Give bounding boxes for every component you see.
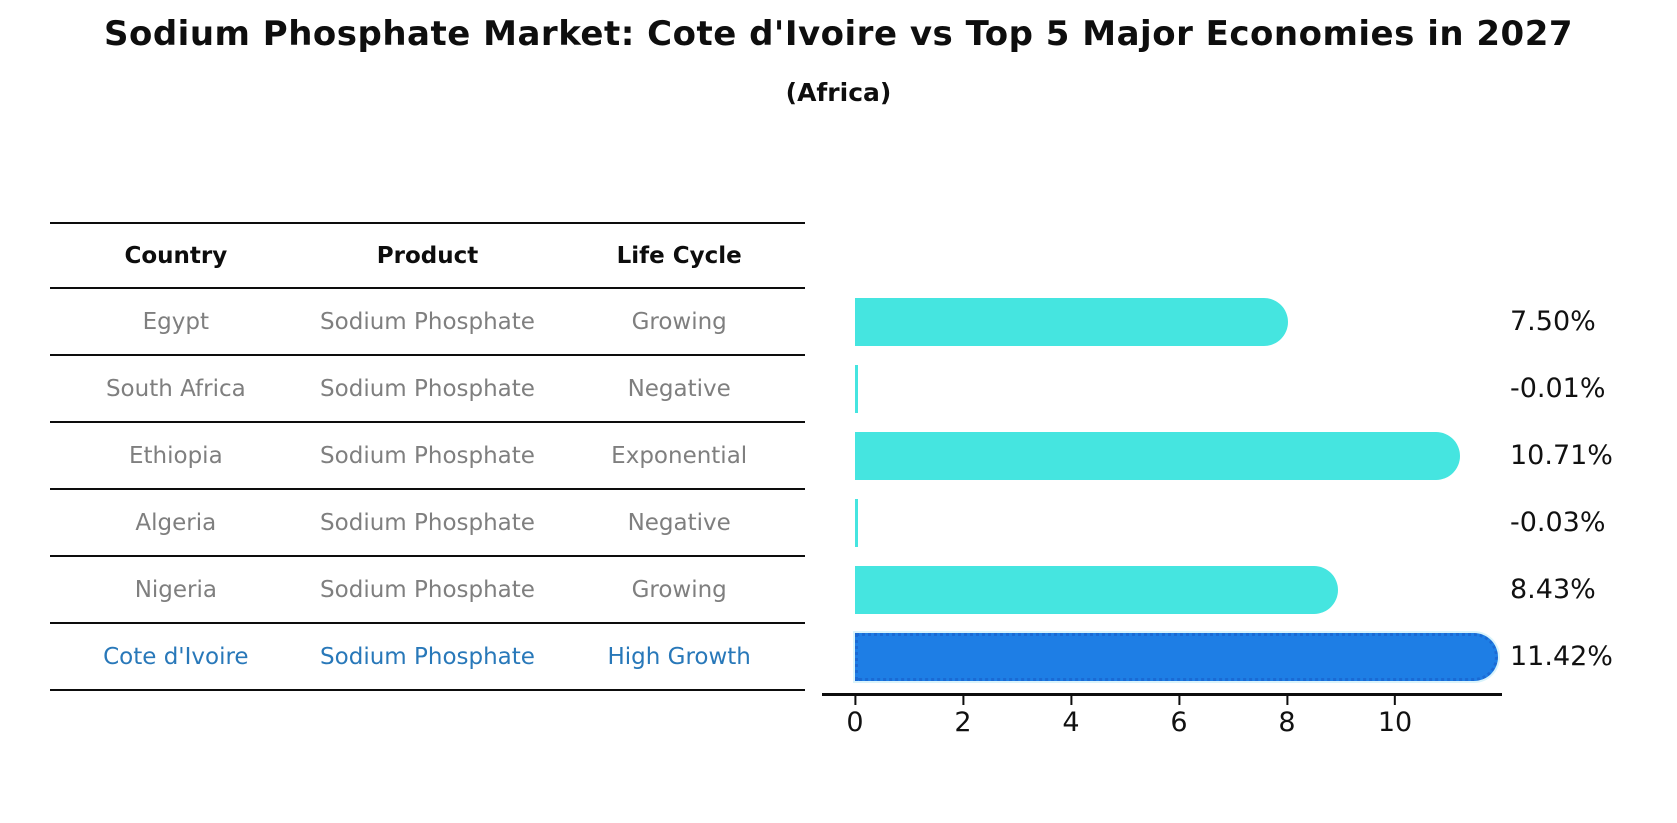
bar-ethiopia [855, 432, 1461, 480]
table-header-lifecycle: Life Cycle [616, 242, 742, 269]
bar-row-algeria [855, 499, 1500, 547]
cell-product: Sodium Phosphate [320, 308, 535, 335]
x-tick-label: 0 [846, 707, 864, 738]
cell-lifecycle: Negative [627, 375, 731, 402]
cell-product: Sodium Phosphate [320, 509, 535, 536]
tick-mark [1070, 696, 1072, 705]
value-label-egypt: 7.50% [1510, 306, 1596, 337]
value-label-cote-divoire: 11.42% [1510, 641, 1613, 672]
bar-row-egypt [855, 298, 1500, 346]
tick-mark [854, 696, 856, 705]
x-tick-label: 6 [1170, 707, 1188, 738]
chart-title: Sodium Phosphate Market: Cote d'Ivoire v… [103, 14, 1574, 54]
cell-lifecycle: High Growth [607, 643, 751, 670]
table-row-nigeria: Nigeria Sodium Phosphate Growing [50, 557, 805, 624]
table-header-country: Country [124, 242, 228, 269]
bar-nigeria [855, 566, 1338, 614]
x-axis-tick: 2 [954, 696, 972, 738]
value-label-algeria: -0.03% [1510, 507, 1606, 538]
cell-country: Nigeria [134, 576, 217, 603]
table-row-ethiopia: Ethiopia Sodium Phosphate Exponential [50, 423, 805, 490]
value-label-nigeria: 8.43% [1510, 574, 1596, 605]
x-tick-label: 4 [1062, 707, 1080, 738]
x-tick-label: 10 [1377, 707, 1413, 738]
x-axis-tick: 6 [1170, 696, 1188, 738]
chart-subtitle: (Africa) [785, 78, 892, 107]
x-tick-label: 8 [1278, 707, 1296, 738]
cell-lifecycle: Growing [631, 308, 727, 335]
cell-product: Sodium Phosphate [320, 576, 535, 603]
x-axis-tick: 8 [1278, 696, 1296, 738]
x-axis: 0 2 4 6 8 10 [846, 696, 1500, 756]
bar-cote-divoire [855, 633, 1499, 681]
bar-row-ethiopia [855, 432, 1500, 480]
cell-country: Ethiopia [128, 442, 223, 469]
x-axis-tick: 4 [1062, 696, 1080, 738]
x-tick-label: 2 [954, 707, 972, 738]
comparison-table: Country Product Life Cycle Egypt Sodium … [50, 222, 805, 691]
table-row-south-africa: South Africa Sodium Phosphate Negative [50, 356, 805, 423]
table-row-egypt: Egypt Sodium Phosphate Growing [50, 289, 805, 356]
value-label-south-africa: -0.01% [1510, 373, 1606, 404]
cell-product: Sodium Phosphate [320, 442, 535, 469]
tick-mark [1286, 696, 1288, 705]
x-axis-tick: 10 [1378, 696, 1412, 738]
x-axis-tick: 0 [846, 696, 864, 738]
table-row-algeria: Algeria Sodium Phosphate Negative [50, 490, 805, 557]
bar-algeria [855, 499, 858, 547]
cell-lifecycle: Growing [631, 576, 727, 603]
cell-product: Sodium Phosphate [320, 643, 535, 670]
cell-country: South Africa [105, 375, 246, 402]
cell-lifecycle: Negative [627, 509, 731, 536]
tick-mark [1178, 696, 1180, 705]
bar-chart [855, 222, 1500, 692]
bar-row-nigeria [855, 566, 1500, 614]
value-label-ethiopia: 10.71% [1510, 440, 1613, 471]
cell-country: Cote d'Ivoire [103, 643, 249, 670]
cell-lifecycle: Exponential [611, 442, 748, 469]
bar-egypt [855, 298, 1288, 346]
table-header-product: Product [376, 242, 479, 269]
cell-country: Egypt [142, 308, 210, 335]
x-axis-line [822, 693, 1502, 696]
cell-country: Algeria [135, 509, 217, 536]
tick-mark [1393, 696, 1396, 705]
table-header-row: Country Product Life Cycle [50, 222, 805, 289]
bar-south-africa [855, 365, 858, 413]
cell-product: Sodium Phosphate [320, 375, 535, 402]
tick-mark [962, 696, 964, 705]
bar-row-south-africa [855, 365, 1500, 413]
table-row-cote-divoire: Cote d'Ivoire Sodium Phosphate High Grow… [50, 624, 805, 691]
bar-row-cote-divoire [855, 633, 1500, 681]
